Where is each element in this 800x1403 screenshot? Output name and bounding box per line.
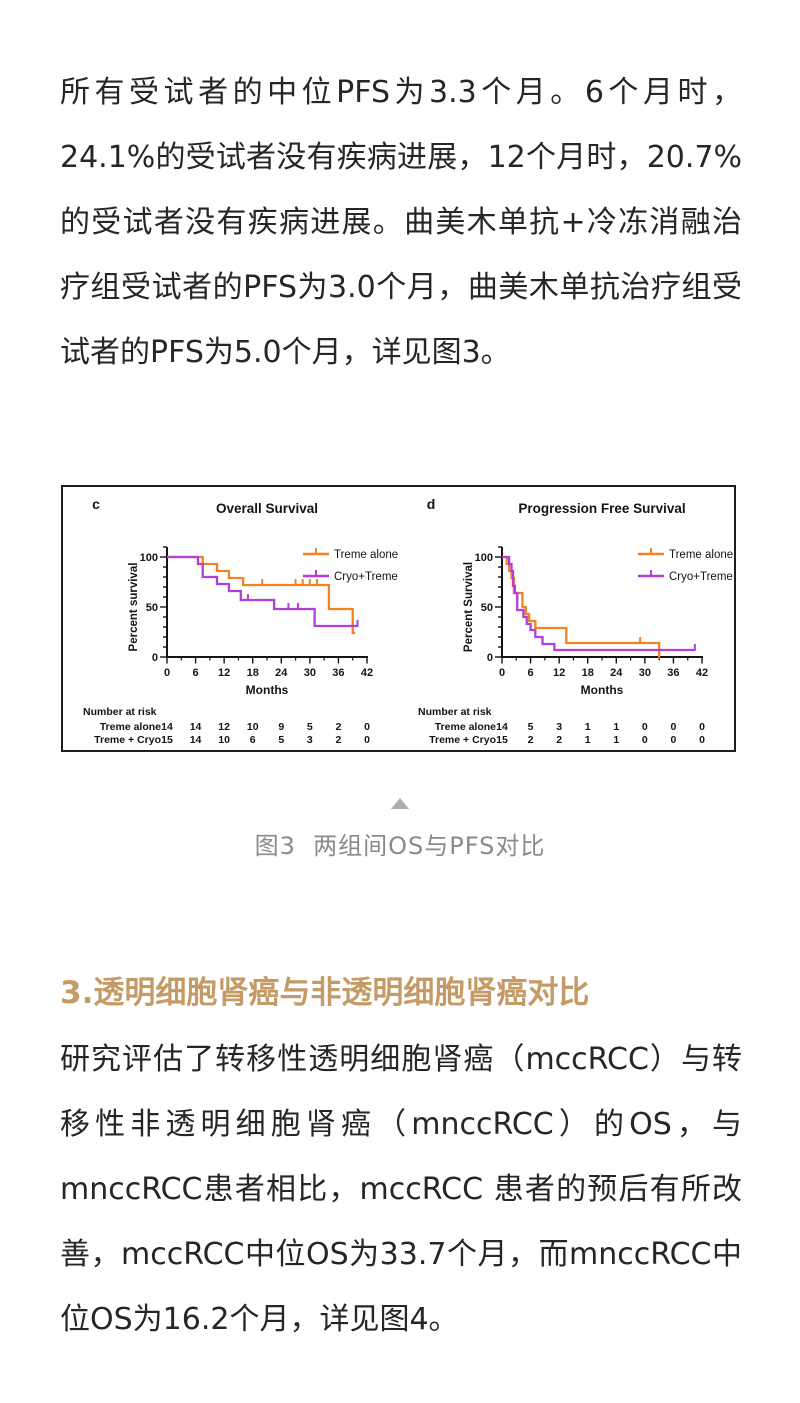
x-tick-label: 30: [639, 667, 651, 679]
y-tick-label: 100: [475, 552, 493, 564]
chart-title: Overall Survival: [216, 501, 318, 516]
x-tick-label: 18: [247, 667, 259, 679]
x-tick-label: 24: [275, 667, 288, 679]
number-at-risk-label: Number at risk: [83, 706, 157, 718]
y-axis-title: Percent survival: [128, 563, 140, 652]
x-tick-label: 42: [696, 667, 708, 679]
panel-label: d: [427, 496, 436, 512]
section-heading: 3.透明细胞肾癌与非透明细胞肾癌对比: [60, 974, 590, 1011]
risk-value: 0: [364, 721, 370, 733]
paragraph-mccrcc-comparison: 研究评估了转移性透明细胞肾癌（mccRCC）与转移性非透明细胞肾癌（mnccRC…: [60, 1042, 742, 1337]
risk-value: 0: [699, 721, 705, 733]
risk-value: 5: [278, 734, 284, 746]
series-cryo-treme: [502, 555, 695, 652]
risk-value: 0: [642, 721, 648, 733]
x-tick-label: 6: [528, 667, 534, 679]
legend-label: Treme alone: [669, 549, 733, 561]
number-at-risk-label: Number at risk: [418, 706, 492, 718]
x-tick-label: 18: [582, 667, 594, 679]
figure-3: c Overall Survival 0 50 100 Percent survival 0…: [61, 485, 736, 752]
series-cryo-treme: [167, 555, 358, 628]
risk-value: 12: [218, 721, 230, 733]
risk-value: 0: [699, 734, 705, 746]
legend-label: Cryo+Treme: [669, 571, 733, 583]
risk-value: 0: [671, 721, 677, 733]
x-tick-label: 6: [193, 667, 199, 679]
y-tick-label: 0: [487, 652, 493, 664]
risk-value: 15: [496, 734, 508, 746]
risk-value: 10: [218, 734, 230, 746]
risk-row-label: Treme + Cryo: [94, 734, 161, 746]
y-axis-title: Percent Survival: [463, 562, 475, 652]
risk-value: 14: [190, 734, 202, 746]
x-tick-label: 12: [553, 667, 565, 679]
legend-label: Cryo+Treme: [334, 571, 398, 583]
risk-value: 3: [307, 734, 313, 746]
x-tick-label: 36: [332, 667, 344, 679]
risk-value: 2: [556, 734, 562, 746]
paragraph-pfs-results: 所有受试者的中位PFS为3.3个月。6个月时，24.1%的受试者没有疾病进展，1…: [60, 75, 742, 370]
x-tick-label: 12: [218, 667, 230, 679]
risk-value: 15: [161, 734, 173, 746]
risk-value: 0: [671, 734, 677, 746]
y-tick-label: 50: [146, 602, 158, 614]
risk-value: 2: [336, 721, 342, 733]
y-tick-label: 50: [481, 602, 493, 614]
risk-value: 6: [250, 734, 256, 746]
x-tick-label: 36: [667, 667, 679, 679]
risk-value: 5: [307, 721, 313, 733]
x-tick-label: 0: [164, 667, 170, 679]
x-tick-label: 24: [610, 667, 623, 679]
risk-value: 10: [247, 721, 259, 733]
risk-value: 1: [585, 721, 591, 733]
collapse-arrow-icon: [391, 798, 409, 809]
x-tick-label: 42: [361, 667, 373, 679]
risk-value: 14: [190, 721, 202, 733]
series-treme-alone: [502, 555, 661, 659]
risk-value: 3: [556, 721, 562, 733]
x-axis-title: Months: [246, 683, 289, 697]
risk-value: 2: [336, 734, 342, 746]
pfs-survival-chart: d Progression Free Survival 0 50 100 Percent …: [398, 487, 733, 748]
risk-value: 2: [528, 734, 534, 746]
risk-value: 14: [496, 721, 508, 733]
os-survival-chart: c Overall Survival 0 50 100 Percent survival 0…: [63, 487, 398, 748]
chart-title: Progression Free Survival: [518, 501, 685, 516]
risk-value: 0: [642, 734, 648, 746]
risk-row-label: Treme alone: [435, 721, 496, 733]
risk-row-label: Treme + Cryo: [429, 734, 496, 746]
x-tick-label: 30: [304, 667, 316, 679]
risk-value: 5: [528, 721, 534, 733]
x-axis-title: Months: [581, 683, 624, 697]
risk-value: 1: [613, 734, 619, 746]
km-chart-svg-d: d Progression Free Survival050100Percent …: [418, 496, 733, 746]
risk-value: 9: [278, 721, 284, 733]
legend-label: Treme alone: [334, 549, 398, 561]
y-tick-label: 100: [140, 552, 158, 564]
risk-row-label: Treme alone: [100, 721, 161, 733]
risk-value: 1: [613, 721, 619, 733]
y-tick-label: 0: [152, 652, 158, 664]
risk-value: 1: [585, 734, 591, 746]
series-treme-alone: [167, 555, 356, 635]
panel-label: c: [92, 496, 100, 512]
risk-value: 14: [161, 721, 173, 733]
x-tick-label: 0: [499, 667, 505, 679]
figure-caption: 图3 两组间OS与PFS对比: [254, 832, 546, 860]
risk-value: 0: [364, 734, 370, 746]
